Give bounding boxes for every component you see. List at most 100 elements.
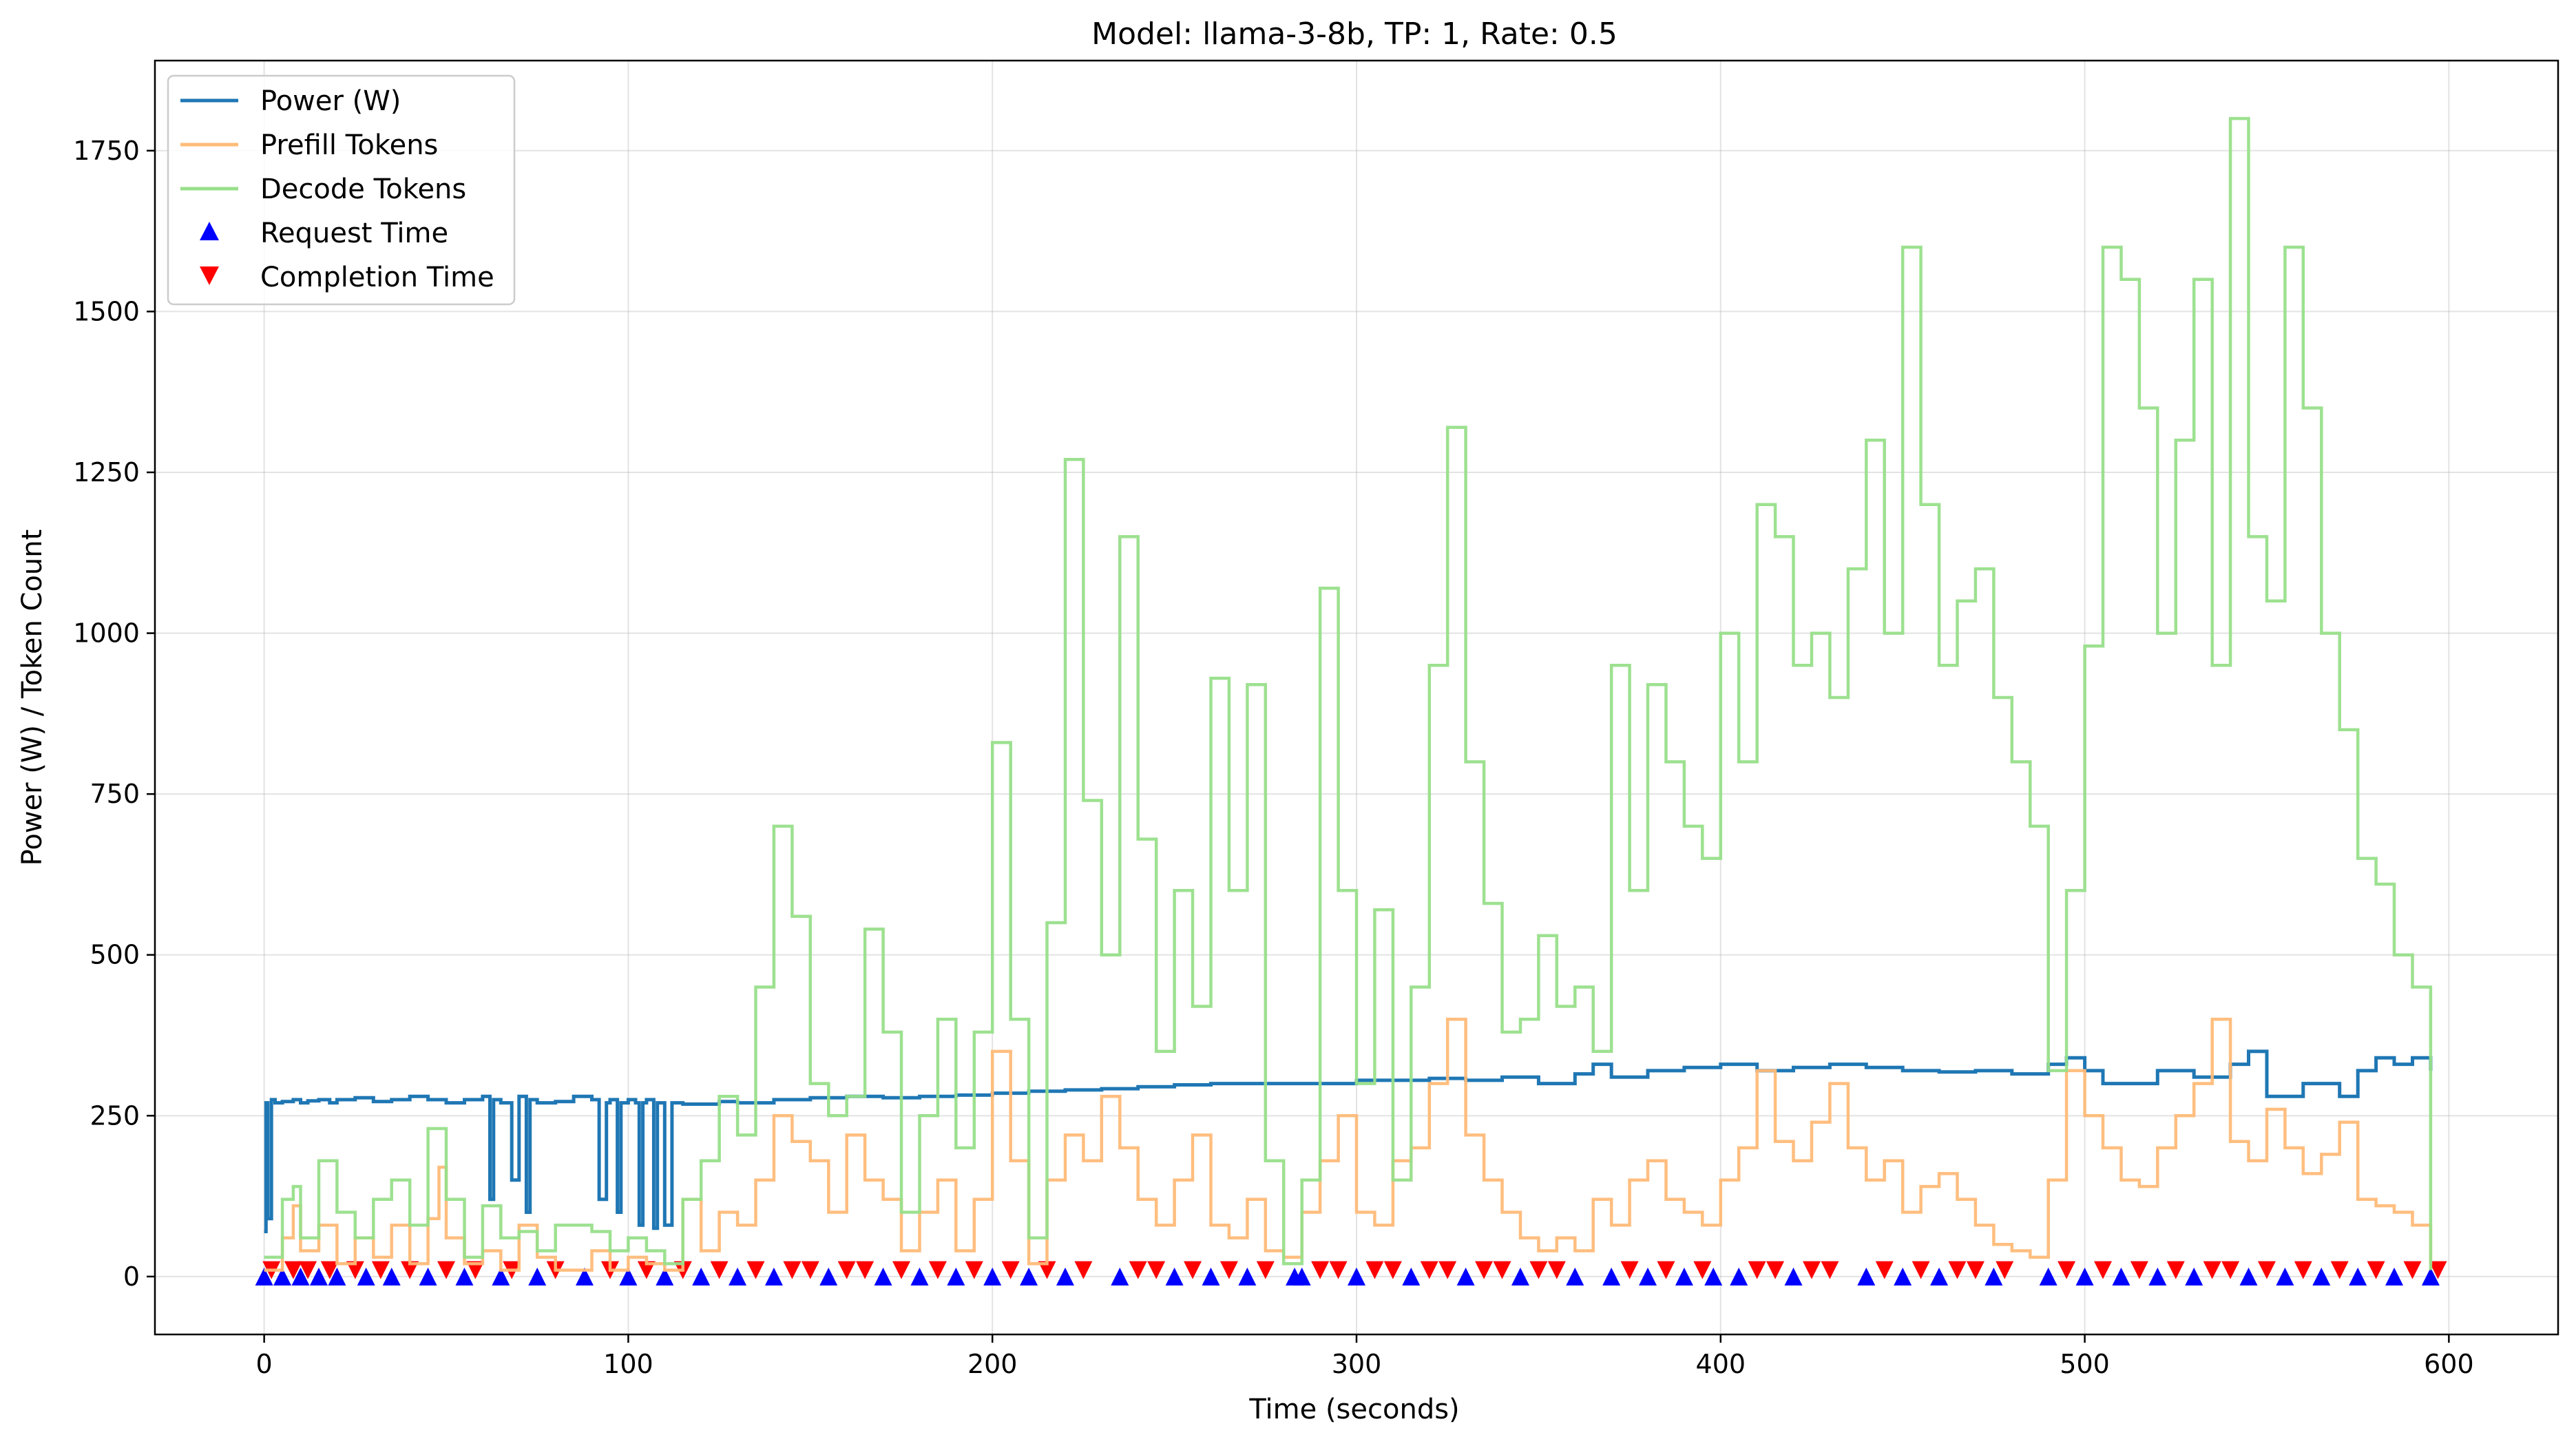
completion-time-marker xyxy=(1311,1261,1330,1279)
completion-time-marker xyxy=(1966,1261,1985,1279)
completion-time-marker xyxy=(1219,1261,1238,1279)
request-time-marker xyxy=(528,1267,547,1286)
legend-label-prefill: Prefill Tokens xyxy=(260,129,438,161)
completion-time-marker xyxy=(1948,1261,1967,1279)
x-tick-label: 500 xyxy=(2060,1349,2110,1379)
request-time-marker xyxy=(1985,1267,2003,1286)
request-time-marker xyxy=(947,1267,965,1286)
y-tick-label: 1250 xyxy=(73,457,140,488)
completion-time-marker xyxy=(401,1261,419,1279)
request-time-marker xyxy=(692,1267,711,1286)
completion-time-marker xyxy=(710,1261,729,1279)
completion-time-marker xyxy=(2057,1261,2076,1279)
legend-label-decode: Decode Tokens xyxy=(260,174,466,205)
legend-label-power: Power (W) xyxy=(260,85,401,117)
completion-time-marker xyxy=(1693,1261,1712,1279)
y-tick-label: 1500 xyxy=(73,296,140,326)
completion-time-marker xyxy=(2221,1261,2240,1279)
y-tick-label: 250 xyxy=(90,1100,140,1131)
request-time-marker xyxy=(874,1267,892,1286)
completion-time-marker xyxy=(2330,1261,2349,1279)
y-tick-label: 1000 xyxy=(73,618,140,649)
request-time-marker xyxy=(1675,1267,1693,1286)
series-layer xyxy=(255,116,2447,1286)
request-time-marker xyxy=(2349,1267,2367,1286)
request-time-marker xyxy=(656,1267,674,1286)
completion-time-marker xyxy=(1802,1261,1821,1279)
completion-time-marker xyxy=(1766,1261,1785,1279)
completion-time-marker xyxy=(1493,1261,1511,1279)
completion-time-marker xyxy=(1657,1261,1675,1279)
legend: Power (W) Prefill Tokens Decode Tokens R… xyxy=(167,74,516,306)
request-time-marker xyxy=(255,1267,273,1286)
y-tick-label: 0 xyxy=(123,1261,140,1292)
request-time-marker xyxy=(1402,1267,1421,1286)
chart-title: Model: llama-3-8b, TP: 1, Rate: 0.5 xyxy=(1091,17,1617,52)
completion-time-marker xyxy=(1912,1261,1930,1279)
request-time-marker xyxy=(2312,1267,2331,1286)
legend-label-completion: Completion Time xyxy=(260,262,494,293)
completion-time-marker xyxy=(1365,1261,1384,1279)
completion-time-marker xyxy=(746,1261,765,1279)
request-time-marker xyxy=(619,1267,638,1286)
completion-time-marker xyxy=(2367,1261,2385,1279)
legend-label-request: Request Time xyxy=(260,218,448,249)
request-time-marker xyxy=(1639,1267,1657,1286)
request-time-marker xyxy=(2039,1267,2057,1286)
completion-time-marker xyxy=(320,1261,339,1279)
request-time-marker xyxy=(291,1267,310,1286)
request-time-marker xyxy=(1602,1267,1621,1286)
completion-time-marker xyxy=(1074,1261,1093,1279)
completion-time-marker xyxy=(1821,1261,1839,1279)
completion-time-marker xyxy=(2429,1261,2447,1279)
completion-time-marker xyxy=(371,1261,390,1279)
x-tick-label: 300 xyxy=(1332,1349,1382,1379)
request-time-marker xyxy=(1566,1267,1584,1286)
completion-time-marker xyxy=(1438,1261,1457,1279)
request-time-marker xyxy=(357,1267,375,1286)
request-time-marker xyxy=(328,1267,346,1286)
x-axis-label: Time (seconds) xyxy=(1248,1394,1459,1425)
request-time-marker xyxy=(1238,1267,1257,1286)
request-time-marker xyxy=(492,1267,510,1286)
legend-marker-completion xyxy=(200,266,219,285)
request-time-marker xyxy=(2148,1267,2167,1286)
x-tick-label: 200 xyxy=(967,1349,1018,1379)
request-time-marker xyxy=(983,1267,1002,1286)
request-time-marker xyxy=(1894,1267,1912,1286)
request-time-marker xyxy=(419,1267,437,1286)
y-tick-label: 750 xyxy=(90,779,140,809)
completion-time-marker xyxy=(2294,1261,2312,1279)
request-time-marker xyxy=(819,1267,838,1286)
completion-time-marker xyxy=(1748,1261,1766,1279)
completion-time-marker xyxy=(2094,1261,2113,1279)
completion-time-marker xyxy=(637,1261,656,1279)
request-time-marker xyxy=(309,1267,328,1286)
request-time-marker xyxy=(2421,1267,2440,1286)
request-time-marker xyxy=(729,1267,747,1286)
y-tick-label: 1750 xyxy=(73,136,140,166)
x-tick-label: 600 xyxy=(2424,1349,2474,1379)
y-axis-label: Power (W) / Token Count xyxy=(17,530,48,866)
completion-time-marker xyxy=(1256,1261,1275,1279)
legend-marker-request xyxy=(200,222,219,240)
completion-time-marker xyxy=(1475,1261,1494,1279)
request-time-marker xyxy=(1511,1267,1529,1286)
completion-time-marker xyxy=(1001,1261,1020,1279)
request-time-marker xyxy=(2239,1267,2258,1286)
request-time-marker xyxy=(1704,1267,1723,1286)
completion-time-marker xyxy=(2203,1261,2221,1279)
completion-time-marker xyxy=(437,1261,456,1279)
y-tick-label: 500 xyxy=(90,940,140,970)
completion-time-marker xyxy=(965,1261,983,1279)
request-time-marker xyxy=(1348,1267,1365,1286)
completion-time-marker xyxy=(856,1261,875,1279)
request-time-marker xyxy=(1020,1267,1038,1286)
completion-time-marker xyxy=(284,1261,302,1279)
axis-ticks: 0 100 200 300 400 500 600 0 250 500 750 1000 1250 150… xyxy=(73,136,2473,1379)
completion-time-marker xyxy=(1383,1261,1402,1279)
x-tick-label: 0 xyxy=(256,1349,273,1379)
power-line xyxy=(264,1049,2433,1233)
request-time-marker xyxy=(2112,1267,2130,1286)
completion-time-marker xyxy=(837,1261,856,1279)
